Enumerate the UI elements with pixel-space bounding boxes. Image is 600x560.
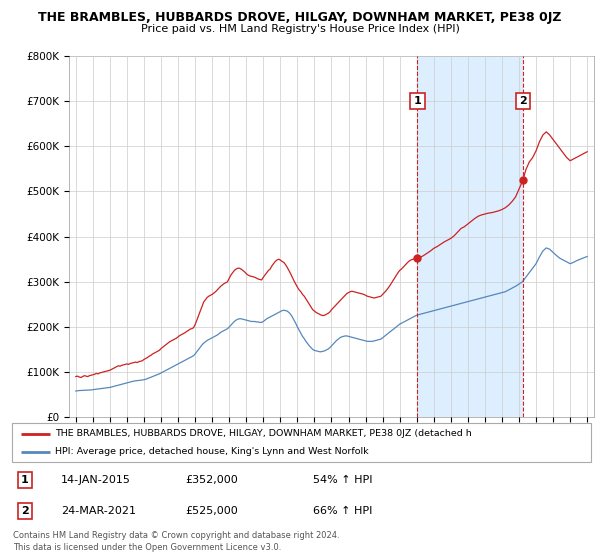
FancyBboxPatch shape xyxy=(12,423,591,462)
Text: THE BRAMBLES, HUBBARDS DROVE, HILGAY, DOWNHAM MARKET, PE38 0JZ: THE BRAMBLES, HUBBARDS DROVE, HILGAY, DO… xyxy=(38,11,562,24)
Bar xyxy=(418,56,523,417)
Text: 24-MAR-2021: 24-MAR-2021 xyxy=(61,506,136,516)
Text: 2: 2 xyxy=(20,506,28,516)
Text: 14-JAN-2015: 14-JAN-2015 xyxy=(61,475,131,485)
Text: THE BRAMBLES, HUBBARDS DROVE, HILGAY, DOWNHAM MARKET, PE38 0JZ (detached h: THE BRAMBLES, HUBBARDS DROVE, HILGAY, DO… xyxy=(55,430,472,438)
Text: 2: 2 xyxy=(519,96,527,106)
Text: 66% ↑ HPI: 66% ↑ HPI xyxy=(313,506,373,516)
Text: £525,000: £525,000 xyxy=(186,506,238,516)
Text: £352,000: £352,000 xyxy=(186,475,238,485)
Text: 54% ↑ HPI: 54% ↑ HPI xyxy=(313,475,373,485)
Text: HPI: Average price, detached house, King's Lynn and West Norfolk: HPI: Average price, detached house, King… xyxy=(55,447,369,456)
Text: 1: 1 xyxy=(20,475,28,485)
Text: This data is licensed under the Open Government Licence v3.0.: This data is licensed under the Open Gov… xyxy=(13,543,281,552)
Text: Price paid vs. HM Land Registry's House Price Index (HPI): Price paid vs. HM Land Registry's House … xyxy=(140,24,460,34)
Text: 1: 1 xyxy=(413,96,421,106)
Text: Contains HM Land Registry data © Crown copyright and database right 2024.: Contains HM Land Registry data © Crown c… xyxy=(13,531,340,540)
